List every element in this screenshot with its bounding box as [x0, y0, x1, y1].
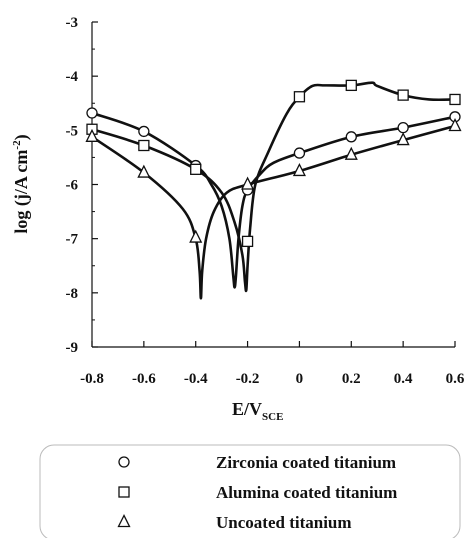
data-point-square: [138, 139, 150, 152]
legend-entries: Zirconia coated titanium Alumina coated t…: [117, 453, 397, 532]
y-tick-label: -8: [66, 286, 79, 302]
data-point-square: [397, 89, 409, 101]
series-lines: [91, 81, 456, 300]
series-line-triangle: [91, 124, 456, 300]
legend-label: Zirconia coated titanium: [216, 453, 396, 472]
data-point-square: [190, 163, 202, 175]
data-point-triangle: [344, 146, 358, 160]
x-tick-label: -0.6: [132, 371, 156, 387]
x-axis-title-main: E/V: [232, 399, 262, 419]
y-tick-label: -3: [66, 15, 79, 31]
legend-label: Alumina coated titanium: [216, 483, 397, 502]
data-point-triangle: [241, 176, 255, 190]
data-point-triangle: [396, 132, 410, 146]
x-tick-label: -0.2: [236, 371, 260, 387]
data-point-triangle: [292, 163, 306, 177]
y-axis-title-end: ): [11, 134, 32, 140]
legend-label: Uncoated titanium: [216, 513, 352, 532]
y-tick-label: -7: [66, 232, 79, 248]
axis-ticks: -9 -8 -7 -6 -5 -4 -3 -0.8 -0.6 -0.4 -0.2 0 0.2 0.4 0.6: [66, 15, 465, 387]
x-tick-label: -0.4: [184, 371, 208, 387]
legend-marker-square-icon: [118, 486, 130, 498]
data-point-square: [345, 79, 357, 92]
y-tick-label: -9: [66, 340, 79, 356]
series-markers: [85, 79, 462, 248]
y-tick-label: -4: [66, 69, 79, 85]
data-point-circle: [293, 147, 306, 159]
plot-frame: [91, 22, 455, 348]
data-point-square: [449, 93, 461, 106]
data-point-triangle: [448, 118, 462, 132]
y-axis-title-sup: -2: [11, 140, 23, 150]
x-axis-title: E/VSCE: [232, 399, 283, 423]
data-point-square: [293, 91, 306, 103]
data-point-circle: [138, 125, 150, 138]
data-point-triangle: [189, 229, 203, 243]
y-tick-label: -6: [66, 178, 79, 194]
x-tick-label: -0.8: [80, 371, 104, 387]
x-tick-label: 0: [296, 371, 304, 387]
data-point-circle: [345, 131, 357, 143]
legend: Zirconia coated titanium Alumina coated t…: [39, 444, 461, 538]
legend-marker-circle-icon: [118, 456, 130, 468]
data-point-circle: [86, 107, 98, 119]
x-tick-label: 0.2: [342, 371, 361, 387]
data-point-circle: [397, 121, 409, 134]
data-point-triangle: [85, 128, 99, 142]
y-axis-title: log (j/A cm-2): [11, 134, 32, 233]
x-tick-label: 0.4: [394, 371, 413, 387]
legend-marker-triangle-icon: [117, 514, 131, 528]
data-point-triangle: [137, 164, 151, 178]
data-point-square: [241, 235, 254, 248]
y-axis-title-main: log (j/A cm: [11, 150, 32, 234]
legend-box: [39, 444, 461, 538]
series-line-square: [91, 81, 456, 293]
x-axis-title-sub: SCE: [262, 411, 283, 423]
x-tick-label: 0.6: [446, 371, 465, 387]
y-tick-label: -5: [66, 123, 79, 139]
